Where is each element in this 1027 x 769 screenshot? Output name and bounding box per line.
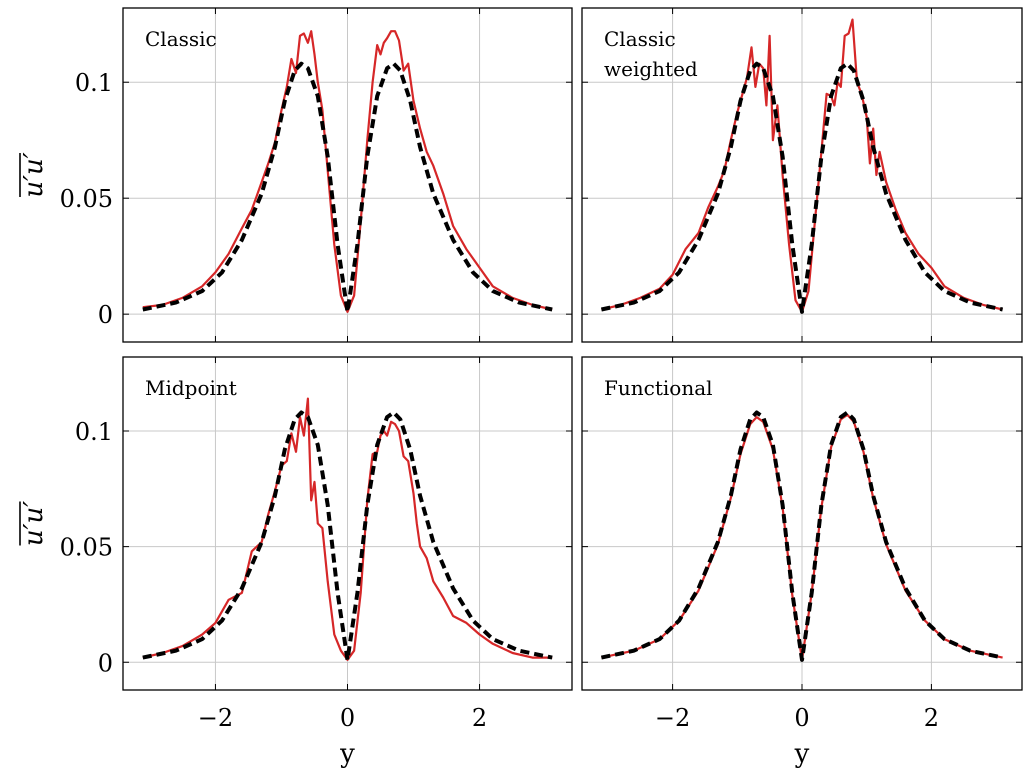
- panel-1: Classic 0 0.05 0.1 u′u′: [19, 7, 573, 343]
- y-axis-label-text: u′u′: [19, 152, 49, 197]
- series-line-reference: [142, 410, 553, 662]
- panel-3: Midpoint 0 0.05 0.1 −2 0 2 y u′u′: [19, 356, 573, 769]
- panel-label: Midpoint: [145, 376, 237, 400]
- series-line-computed: [142, 397, 553, 662]
- x-tick-label: 2: [924, 704, 939, 732]
- plot-frame: [581, 7, 1023, 343]
- panel-label: Classic weighted: [604, 27, 698, 81]
- x-tick-label: 0: [794, 704, 809, 732]
- series-line-reference: [600, 61, 1004, 314]
- y-axis-label: u′u′: [19, 501, 49, 546]
- x-tick-label: −2: [655, 704, 690, 732]
- y-tick-label: 0.1: [75, 418, 113, 446]
- y-tick-label: 0.1: [75, 69, 113, 97]
- series-line-reference: [142, 61, 553, 314]
- plot-frame: [122, 356, 573, 691]
- x-axis-label: y: [339, 739, 355, 769]
- panel-label: Classic: [145, 27, 217, 51]
- y-axis-label: u′u′: [19, 152, 49, 197]
- x-tick-label: 0: [340, 704, 355, 732]
- series-line-reference: [600, 410, 1004, 662]
- plot-frame: [122, 7, 573, 343]
- panel-2: Classic weighted: [581, 7, 1023, 343]
- series-line-computed: [142, 30, 553, 313]
- panel-label: Functional: [604, 376, 713, 400]
- y-tick-label: 0.05: [60, 534, 113, 562]
- x-axis-label: y: [794, 739, 810, 769]
- x-tick-label: 2: [472, 704, 487, 732]
- x-tick-label: −2: [198, 704, 233, 732]
- series-line-computed: [601, 18, 1003, 313]
- y-tick-label: 0.05: [60, 185, 113, 213]
- plot-frame: [581, 356, 1023, 691]
- y-tick-label: 0: [98, 649, 113, 677]
- panel-4: Functional −2 0 2 y: [581, 356, 1023, 769]
- y-axis-label-text: u′u′: [19, 501, 49, 546]
- y-tick-label: 0: [98, 301, 113, 329]
